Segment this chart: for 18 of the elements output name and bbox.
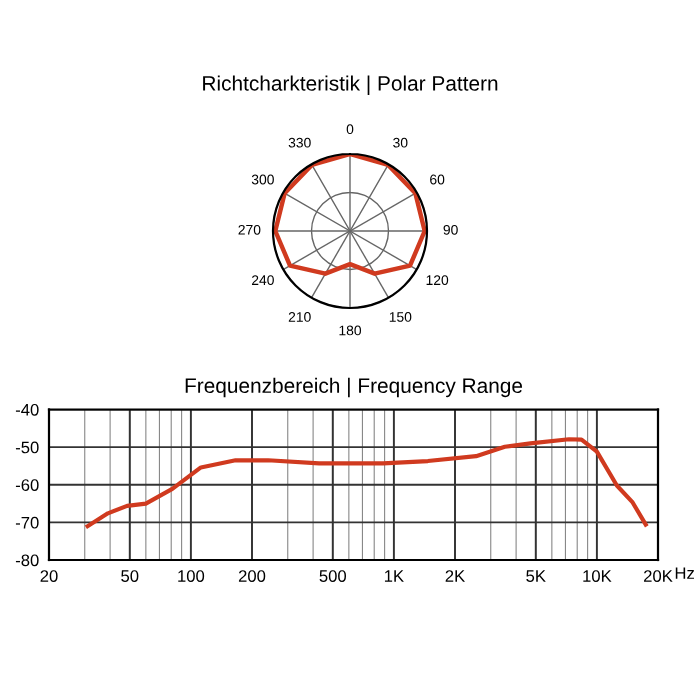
x-tick-label: 500 bbox=[319, 570, 347, 582]
x-tick-label: 100 bbox=[178, 570, 205, 582]
x-tick-label: 5K bbox=[526, 570, 546, 582]
x-tick-label: 2K bbox=[445, 570, 466, 582]
x-tick-label: 20 bbox=[40, 570, 58, 582]
chart-title: Richtcharkteristik | Polar Pattern bbox=[203, 75, 498, 95]
chart-title: Frequenzbereich | Frequency Range bbox=[185, 377, 523, 398]
y-tick-label: -70 bbox=[15, 516, 39, 529]
y-tick-label: -80 bbox=[15, 554, 39, 567]
y-tick-label: -40 bbox=[15, 403, 39, 416]
x-axis-title: Hz bbox=[675, 567, 694, 579]
x-tick-label: 20K bbox=[644, 570, 673, 582]
y-tick-label: -60 bbox=[15, 479, 39, 491]
x-tick-label: 10K bbox=[583, 570, 612, 582]
x-tick-label: 1K bbox=[384, 570, 404, 582]
x-tick-label: 200 bbox=[238, 570, 266, 582]
y-tick-label: -50 bbox=[15, 441, 39, 454]
x-tick-label: 50 bbox=[121, 570, 139, 582]
